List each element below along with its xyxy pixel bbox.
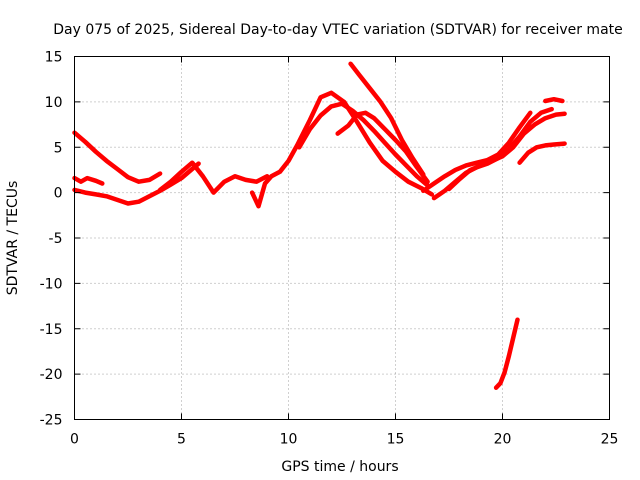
y-tick-label: 15 — [45, 50, 63, 66]
series-line-track-9 — [421, 110, 533, 194]
series-line-track-11 — [446, 111, 567, 192]
series-line-track-14 — [493, 317, 520, 390]
y-tick-label: -15 — [40, 322, 63, 338]
series-line-track-3 — [72, 161, 201, 206]
y-tick-labels: -25 -20 -15 -10 -5 0 5 10 15 — [40, 50, 63, 429]
x-tick-label: 20 — [494, 432, 512, 448]
x-tick-label: 0 — [70, 432, 79, 448]
series-line-track-13 — [543, 96, 565, 104]
series-line-track-6 — [296, 101, 430, 188]
y-tick-label: -5 — [49, 231, 63, 247]
chart-title: Day 075 of 2025, Sidereal Day-to-day VTE… — [53, 22, 623, 38]
axis-ticks — [74, 56, 610, 420]
y-tick-label: 10 — [45, 95, 63, 111]
x-tick-label: 5 — [177, 432, 186, 448]
y-tick-label: -10 — [40, 276, 63, 292]
x-tick-label: 15 — [387, 432, 405, 448]
y-axis-label: SDTVAR / TECUs — [5, 181, 21, 296]
series-line-track-2 — [72, 175, 105, 186]
grid — [74, 56, 610, 420]
series-line-track-1 — [72, 130, 163, 184]
series-line-track-5 — [249, 90, 435, 209]
x-tick-labels: 0 5 10 15 20 25 — [70, 432, 618, 448]
data-series — [72, 61, 567, 390]
y-tick-label: 0 — [54, 186, 63, 202]
series-line-track-8 — [348, 61, 426, 177]
y-tick-label: 5 — [54, 140, 63, 156]
x-tick-label: 25 — [601, 432, 619, 448]
x-tick-label: 10 — [280, 432, 298, 448]
series-line-track-4 — [157, 160, 270, 195]
y-tick-label: -20 — [40, 367, 63, 383]
series-line-track-12 — [517, 141, 567, 165]
x-axis-label: GPS time / hours — [281, 459, 398, 475]
y-tick-label: -25 — [40, 413, 63, 429]
